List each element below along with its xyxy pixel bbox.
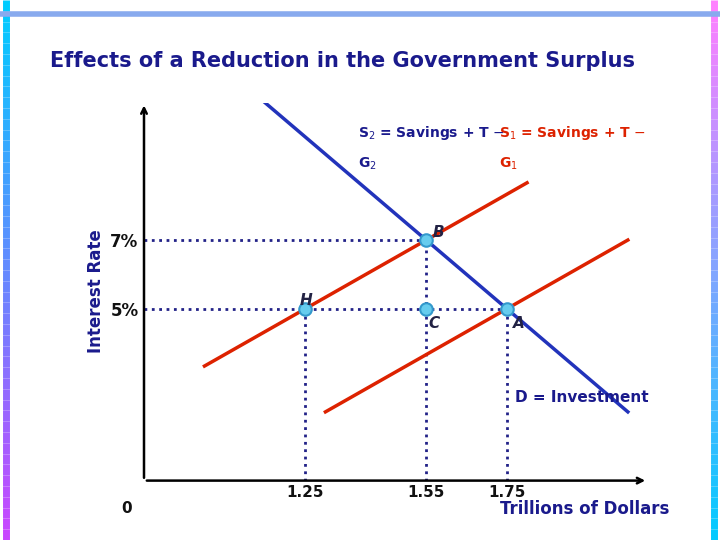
Text: 0: 0	[121, 501, 132, 516]
Y-axis label: Interest Rate: Interest Rate	[86, 230, 104, 354]
Text: C: C	[428, 316, 439, 330]
Text: S$_2$ = Savings + T $-$: S$_2$ = Savings + T $-$	[358, 124, 505, 142]
Text: S$_1$ = Savings + T $-$: S$_1$ = Savings + T $-$	[499, 124, 646, 142]
Text: B: B	[432, 225, 444, 240]
Text: G$_1$: G$_1$	[499, 156, 518, 172]
Text: G$_2$: G$_2$	[358, 156, 377, 172]
Text: Effects of a Reduction in the Government Surplus: Effects of a Reduction in the Government…	[50, 51, 635, 71]
Text: A: A	[513, 316, 525, 330]
Text: D = Investment: D = Investment	[515, 389, 649, 404]
Text: H: H	[300, 293, 312, 308]
Text: Trillions of Dollars: Trillions of Dollars	[500, 501, 670, 518]
